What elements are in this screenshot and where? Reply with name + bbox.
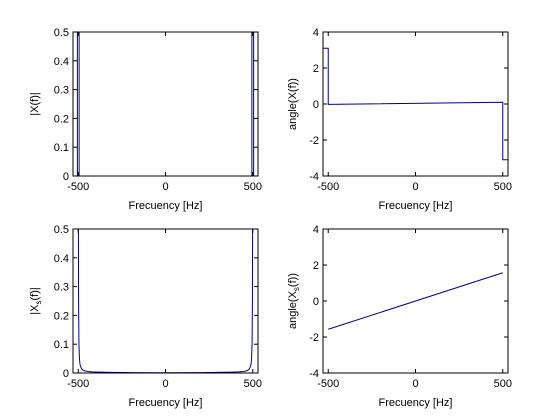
y-axis-label: angle(Xs(f)) [287, 273, 301, 329]
series-line [328, 272, 503, 330]
x-axis-label: Frecuency [Hz] [129, 397, 203, 409]
x-tick-label: -500 [67, 378, 89, 390]
ticks [73, 228, 258, 374]
x-tick-label: 0 [412, 378, 418, 390]
y-tick-label: -2 [309, 135, 319, 147]
y-axis-label: |X(f)| [29, 92, 41, 115]
y-tick-label: 0.3 [54, 282, 69, 294]
x-tick-label: 500 [494, 378, 512, 390]
y-tick-label: 0.1 [54, 339, 69, 351]
y-tick-label: 0.2 [54, 113, 69, 125]
ticks [323, 228, 508, 374]
x-tick-label: -500 [67, 181, 89, 193]
x-tick-label: -500 [317, 181, 339, 193]
y-tick-label: 0 [63, 171, 69, 183]
y-tick-label: 0.5 [54, 224, 69, 236]
y-axis-label-main: angle(X [287, 290, 299, 329]
series-0-line [328, 272, 503, 330]
tick-labels: -500 0 500 -4 -2 0 2 4 [309, 224, 512, 390]
y-axis-label: angle(X(f)) [287, 78, 299, 130]
y-tick-label: 2 [313, 260, 319, 272]
tick-labels: -500 0 500 -4 -2 0 2 4 [309, 27, 512, 193]
y-tick-label: 0 [313, 99, 319, 111]
y-axis-label-subscript: s [34, 301, 43, 305]
y-tick-label: 0.3 [54, 85, 69, 97]
y-tick-label: 2 [313, 63, 319, 75]
y-axis-label-tail: (f)) [287, 273, 299, 287]
y-tick-label: -4 [309, 171, 319, 183]
y-axis-label-main: |X [29, 304, 41, 315]
y-tick-label: 0.5 [54, 27, 69, 39]
y-tick-label: 0 [63, 368, 69, 380]
series-line [323, 47, 508, 161]
x-tick-label: 0 [162, 378, 168, 390]
x-tick-label: 500 [244, 378, 262, 390]
y-tick-label: 0.1 [54, 142, 69, 154]
y-tick-label: 0.2 [54, 310, 69, 322]
y-tick-label: 4 [313, 224, 319, 236]
x-axis-label: Frecuency [Hz] [379, 200, 453, 212]
y-axis-label: |Xs(f)| [29, 287, 43, 314]
ticks [73, 31, 258, 177]
x-tick-label: 500 [244, 181, 262, 193]
y-tick-label: -2 [309, 332, 319, 344]
y-tick-label: 4 [313, 27, 319, 39]
ticks [323, 31, 508, 177]
panel-phase-xs: -500 0 500 -4 -2 0 2 4 Frecuency [Hz] angle(Xs(… [287, 224, 512, 409]
panel-phase-x: -500 0 500 -4 -2 0 2 4 Frecuency [Hz] angle(X(f… [287, 27, 512, 212]
x-tick-label: 500 [494, 181, 512, 193]
y-axis-label-tail: (f)| [29, 287, 41, 300]
x-tick-label: 0 [162, 181, 168, 193]
x-axis-label: Frecuency [Hz] [129, 200, 203, 212]
y-axis-label-subscript: s [292, 287, 301, 291]
y-tick-label: 0.4 [54, 56, 69, 68]
x-axis-label: Frecuency [Hz] [379, 397, 453, 409]
y-tick-label: -4 [309, 368, 319, 380]
x-tick-label: 0 [412, 181, 418, 193]
y-tick-label: 0.4 [54, 253, 69, 265]
x-tick-label: -500 [317, 378, 339, 390]
series-0-line [323, 47, 508, 161]
y-tick-label: 0 [313, 296, 319, 308]
